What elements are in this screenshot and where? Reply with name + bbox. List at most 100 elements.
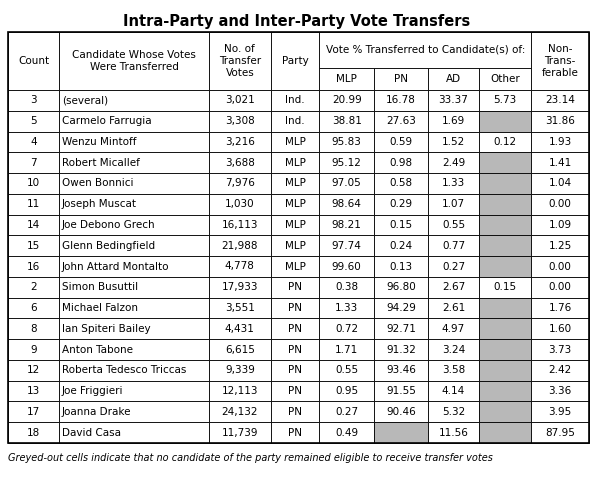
Text: PN: PN: [394, 74, 408, 84]
Text: 1.33: 1.33: [442, 178, 465, 188]
Bar: [429, 422, 479, 443]
Bar: [531, 298, 589, 318]
Bar: [429, 214, 479, 235]
Bar: [319, 422, 374, 443]
Text: 4,431: 4,431: [225, 324, 255, 334]
Bar: [8, 32, 59, 90]
Text: 0.24: 0.24: [390, 241, 413, 251]
Text: 1.93: 1.93: [549, 137, 572, 147]
Text: 94.29: 94.29: [386, 303, 416, 313]
Bar: [531, 401, 589, 422]
Text: 91.32: 91.32: [386, 344, 416, 355]
Text: MLP: MLP: [285, 220, 306, 230]
Text: PN: PN: [288, 324, 302, 334]
Bar: [479, 194, 531, 214]
Text: Count: Count: [18, 56, 49, 66]
Bar: [59, 422, 209, 443]
Bar: [319, 90, 374, 111]
Bar: [531, 422, 589, 443]
Bar: [429, 68, 479, 90]
Text: Party: Party: [282, 56, 309, 66]
Text: 0.00: 0.00: [549, 199, 571, 209]
Text: 6,615: 6,615: [225, 344, 255, 355]
Bar: [270, 173, 319, 194]
Text: 0.15: 0.15: [493, 282, 516, 292]
Bar: [374, 152, 429, 173]
Bar: [59, 360, 209, 381]
Text: 1.69: 1.69: [442, 116, 465, 126]
Bar: [531, 214, 589, 235]
Text: No. of
Transfer
Votes: No. of Transfer Votes: [219, 44, 261, 78]
Text: Candidate Whose Votes
Were Transferred: Candidate Whose Votes Were Transferred: [72, 50, 196, 72]
Bar: [374, 381, 429, 401]
Bar: [374, 298, 429, 318]
Text: 4: 4: [30, 137, 37, 147]
Text: 21,988: 21,988: [221, 241, 258, 251]
Text: MLP: MLP: [285, 199, 306, 209]
Bar: [374, 194, 429, 214]
Text: 3,216: 3,216: [225, 137, 255, 147]
Text: 6: 6: [30, 303, 37, 313]
Text: 1,030: 1,030: [225, 199, 255, 209]
Bar: [479, 277, 531, 298]
Text: 11.56: 11.56: [439, 427, 469, 438]
Text: 7: 7: [30, 157, 37, 168]
Bar: [531, 152, 589, 173]
Text: Joseph Muscat: Joseph Muscat: [62, 199, 137, 209]
Text: PN: PN: [288, 407, 302, 417]
Bar: [374, 401, 429, 422]
Text: 92.71: 92.71: [386, 324, 416, 334]
Bar: [8, 277, 59, 298]
Text: 0.38: 0.38: [335, 282, 358, 292]
Bar: [429, 339, 479, 360]
Bar: [319, 214, 374, 235]
Bar: [374, 214, 429, 235]
Bar: [209, 256, 270, 277]
Text: Owen Bonnici: Owen Bonnici: [62, 178, 134, 188]
Bar: [8, 111, 59, 131]
Bar: [209, 318, 270, 339]
Text: 0.72: 0.72: [335, 324, 358, 334]
Bar: [479, 68, 531, 90]
Bar: [270, 298, 319, 318]
Text: 97.05: 97.05: [332, 178, 362, 188]
Text: 1.25: 1.25: [549, 241, 572, 251]
Bar: [59, 381, 209, 401]
Bar: [479, 214, 531, 235]
Text: 91.55: 91.55: [386, 386, 416, 396]
Text: 98.21: 98.21: [332, 220, 362, 230]
Bar: [429, 318, 479, 339]
Bar: [270, 339, 319, 360]
Text: 95.12: 95.12: [332, 157, 362, 168]
Text: David Casa: David Casa: [62, 427, 121, 438]
Bar: [270, 318, 319, 339]
Bar: [374, 111, 429, 131]
Text: 13: 13: [27, 386, 40, 396]
Bar: [8, 194, 59, 214]
Text: 24,132: 24,132: [221, 407, 258, 417]
Text: 3,688: 3,688: [225, 157, 255, 168]
Text: Vote % Transferred to Candidate(s) of:: Vote % Transferred to Candidate(s) of:: [325, 45, 525, 55]
Bar: [531, 256, 589, 277]
Text: 10: 10: [27, 178, 40, 188]
Text: Joanna Drake: Joanna Drake: [62, 407, 131, 417]
Bar: [270, 360, 319, 381]
Text: 0.13: 0.13: [390, 261, 413, 271]
Text: 97.74: 97.74: [332, 241, 362, 251]
Bar: [8, 360, 59, 381]
Bar: [270, 90, 319, 111]
Bar: [8, 235, 59, 256]
Bar: [429, 256, 479, 277]
Text: 7,976: 7,976: [225, 178, 255, 188]
Bar: [319, 277, 374, 298]
Text: Greyed-out cells indicate that no candidate of the party remained eligible to re: Greyed-out cells indicate that no candid…: [8, 453, 493, 463]
Bar: [8, 339, 59, 360]
Text: 11,739: 11,739: [221, 427, 258, 438]
Text: 3,551: 3,551: [225, 303, 255, 313]
Text: 3.36: 3.36: [549, 386, 572, 396]
Bar: [429, 111, 479, 131]
Bar: [429, 277, 479, 298]
Bar: [429, 360, 479, 381]
Bar: [479, 381, 531, 401]
Text: 3,308: 3,308: [225, 116, 255, 126]
